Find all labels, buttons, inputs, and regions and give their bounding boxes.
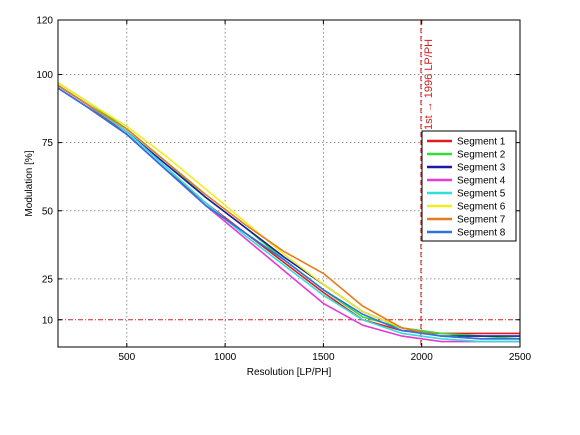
x-tick-label: 1500	[312, 352, 335, 363]
series-line-8	[57, 87, 520, 340]
legend-entry-label: Segment 3	[457, 163, 506, 174]
reference-vline-label: 1st → 1996 LP/PH	[423, 39, 435, 130]
y-tick-label: 50	[42, 206, 54, 217]
series-line-5	[57, 84, 520, 343]
y-tick-label: 10	[42, 315, 54, 326]
y-axis-ticks: 10 25 50 75 100 120	[36, 16, 520, 326]
legend-entry-label: Segment 2	[457, 150, 506, 161]
legend-entry-label: Segment 1	[457, 137, 506, 148]
y-tick-label: 75	[42, 138, 54, 149]
y-tick-label: 100	[36, 70, 53, 81]
x-tick-label: 1000	[214, 352, 237, 363]
x-tick-label: 2500	[509, 352, 532, 363]
x-tick-label: 2000	[411, 352, 434, 363]
legend-entry-label: Segment 6	[457, 202, 506, 213]
legend-entry-label: Segment 5	[457, 189, 506, 200]
legend-entry-label: Segment 7	[457, 215, 506, 226]
y-axis-label: Modulation [%]	[24, 150, 35, 216]
series-lines	[57, 82, 521, 343]
y-tick-label: 120	[36, 16, 53, 27]
legend: Segment 1 Segment 2 Segment 3 Segment 4 Segm…	[421, 130, 517, 242]
y-tick-label: 25	[42, 274, 54, 285]
legend-entry-label: Segment 4	[457, 176, 506, 187]
reference-lines	[58, 20, 520, 347]
legend-box	[421, 130, 517, 242]
plot-frame	[57, 19, 521, 348]
x-axis-label: Resolution [LP/PH]	[247, 367, 332, 378]
x-axis-ticks: 500 1000 1500 2000 2500	[118, 20, 532, 363]
legend-entry-label: Segment 8	[457, 228, 506, 239]
x-tick-label: 500	[118, 352, 135, 363]
